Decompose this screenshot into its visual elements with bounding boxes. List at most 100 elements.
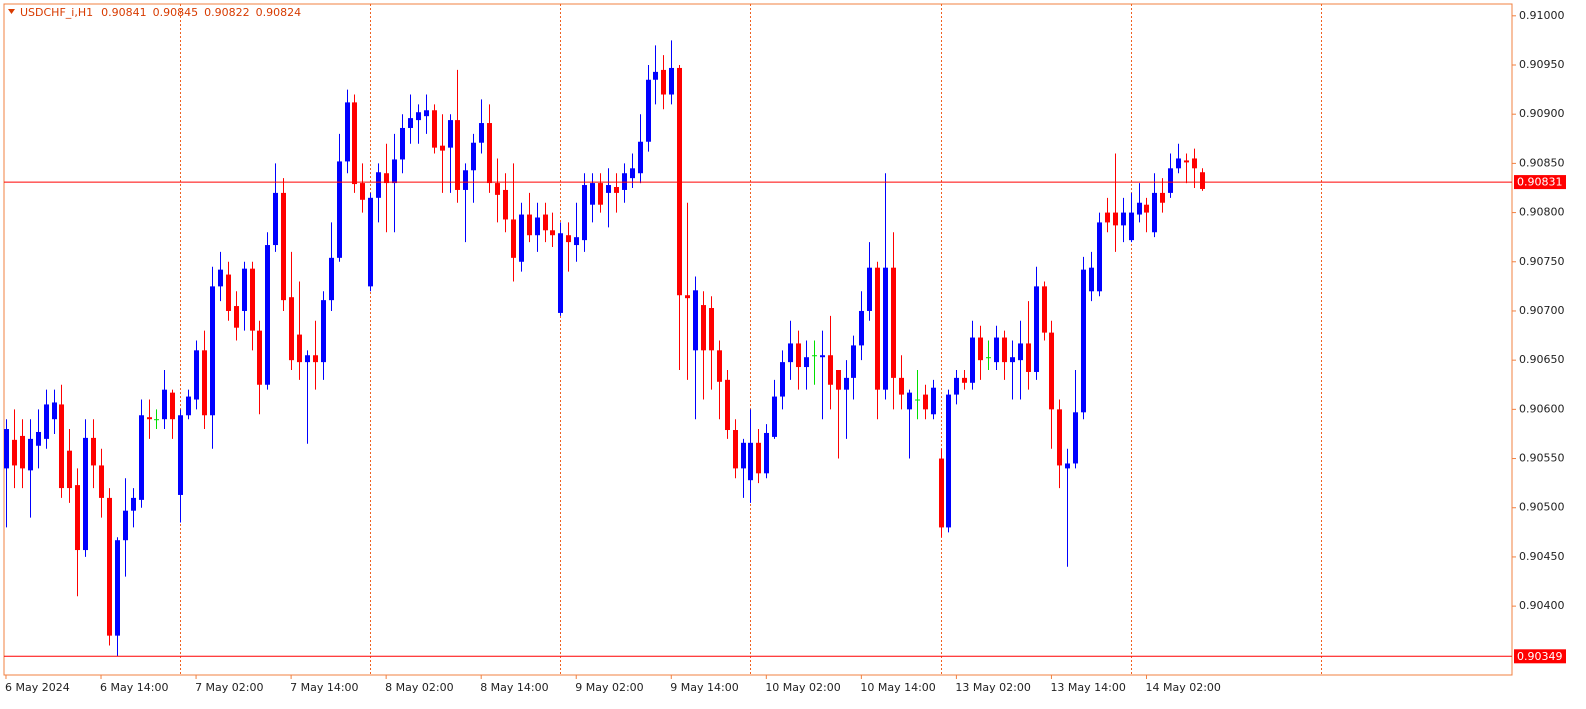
candle-body bbox=[915, 399, 920, 401]
candle-body bbox=[289, 297, 294, 361]
candle-body bbox=[970, 337, 975, 383]
y-tick-label: 0.90850 bbox=[1519, 156, 1565, 169]
price-label-box bbox=[1514, 649, 1566, 664]
candle-body bbox=[519, 214, 524, 262]
candle-body bbox=[400, 127, 405, 160]
candle-body bbox=[131, 497, 136, 511]
candle-body bbox=[606, 185, 611, 193]
y-tick-label: 0.90450 bbox=[1519, 550, 1565, 563]
candle-body bbox=[661, 69, 666, 95]
candle-body bbox=[590, 183, 595, 205]
y-tick-label: 0.90400 bbox=[1519, 599, 1565, 612]
x-tick-label: 8 May 14:00 bbox=[480, 681, 548, 694]
candle-body bbox=[653, 71, 658, 80]
candle-body bbox=[337, 161, 342, 258]
candle-body bbox=[471, 142, 476, 171]
candle-body bbox=[440, 145, 445, 151]
candle-body bbox=[107, 497, 112, 636]
y-tick-label: 0.91000 bbox=[1519, 9, 1565, 22]
candle-body bbox=[582, 185, 587, 241]
candle-body bbox=[1034, 286, 1039, 372]
candle-body bbox=[748, 442, 753, 481]
candle-body bbox=[1105, 212, 1110, 223]
candle-body bbox=[305, 355, 310, 363]
candle-body bbox=[1113, 212, 1118, 226]
candle-body bbox=[772, 396, 777, 437]
candle-body bbox=[1073, 412, 1078, 464]
x-tick-label: 14 May 02:00 bbox=[1145, 681, 1220, 694]
candle-body bbox=[503, 189, 508, 220]
candle-body bbox=[186, 396, 191, 416]
candle-body bbox=[20, 435, 25, 469]
candle-body bbox=[202, 350, 207, 416]
candle-body bbox=[780, 362, 785, 397]
candle-body bbox=[923, 394, 928, 410]
candle-body bbox=[281, 192, 286, 301]
candle-body bbox=[1018, 343, 1023, 361]
candle-body bbox=[550, 230, 555, 236]
chart-title: USDCHF_i,H1 bbox=[20, 6, 93, 19]
candle-body bbox=[836, 370, 841, 390]
candle-body bbox=[946, 394, 951, 528]
x-tick-label: 13 May 02:00 bbox=[955, 681, 1030, 694]
candle-body bbox=[1089, 267, 1094, 292]
candle-body bbox=[543, 214, 548, 231]
candle-body bbox=[511, 219, 516, 258]
candle-body bbox=[28, 438, 33, 471]
candle-body bbox=[764, 432, 769, 474]
candle-body bbox=[242, 268, 247, 311]
candle-body bbox=[614, 187, 619, 193]
chart-header: USDCHF_i,H1 0.90841 0.90845 0.90822 0.90824 bbox=[20, 6, 301, 19]
x-tick-label: 13 May 14:00 bbox=[1050, 681, 1125, 694]
candle-body bbox=[147, 417, 152, 420]
x-tick-label: 10 May 14:00 bbox=[860, 681, 935, 694]
candle-body bbox=[709, 308, 714, 351]
candle-body bbox=[424, 110, 429, 117]
collapse-arrow[interactable] bbox=[8, 9, 15, 14]
candle-body bbox=[527, 214, 532, 236]
candle-body bbox=[416, 112, 421, 121]
candle-body bbox=[598, 183, 603, 205]
low-value: 0.90822 bbox=[204, 6, 250, 19]
candle-body bbox=[566, 235, 571, 243]
candle-body bbox=[558, 233, 563, 313]
candle-body bbox=[257, 330, 262, 385]
candle-body bbox=[669, 67, 674, 95]
candle-body bbox=[4, 429, 9, 469]
y-tick-label: 0.90900 bbox=[1519, 107, 1565, 120]
candle-body bbox=[646, 79, 651, 142]
candle-body bbox=[693, 290, 698, 351]
x-tick-label: 7 May 14:00 bbox=[290, 681, 358, 694]
candle-body bbox=[891, 267, 896, 378]
candle-body bbox=[345, 102, 350, 162]
candle-body bbox=[226, 274, 231, 311]
candle-body bbox=[685, 295, 690, 299]
candle-body bbox=[1065, 463, 1070, 469]
candle-body bbox=[297, 334, 302, 363]
y-tick-label: 0.90550 bbox=[1519, 452, 1565, 465]
candle-body bbox=[717, 350, 722, 382]
candle-body bbox=[455, 120, 460, 190]
candle-body bbox=[487, 123, 492, 184]
high-value: 0.90845 bbox=[153, 6, 199, 19]
candle-body bbox=[535, 217, 540, 236]
y-tick-label: 0.90950 bbox=[1519, 58, 1565, 71]
candle-body bbox=[329, 257, 334, 301]
candle-body bbox=[1152, 192, 1157, 233]
candle-body bbox=[368, 197, 373, 287]
candle-body bbox=[463, 170, 468, 190]
plot-frame bbox=[3, 3, 1513, 676]
x-tick-label: 7 May 02:00 bbox=[195, 681, 263, 694]
candle-body bbox=[178, 415, 183, 495]
candle-body bbox=[83, 437, 88, 551]
close-value: 0.90824 bbox=[256, 6, 302, 19]
candle-body bbox=[701, 305, 706, 351]
candle-body bbox=[1168, 168, 1173, 193]
candle-body bbox=[234, 306, 239, 328]
candle-body bbox=[123, 510, 128, 541]
candle-body bbox=[875, 267, 880, 390]
candle-body bbox=[448, 120, 453, 148]
candle-body bbox=[994, 337, 999, 363]
candle-body bbox=[162, 389, 167, 420]
